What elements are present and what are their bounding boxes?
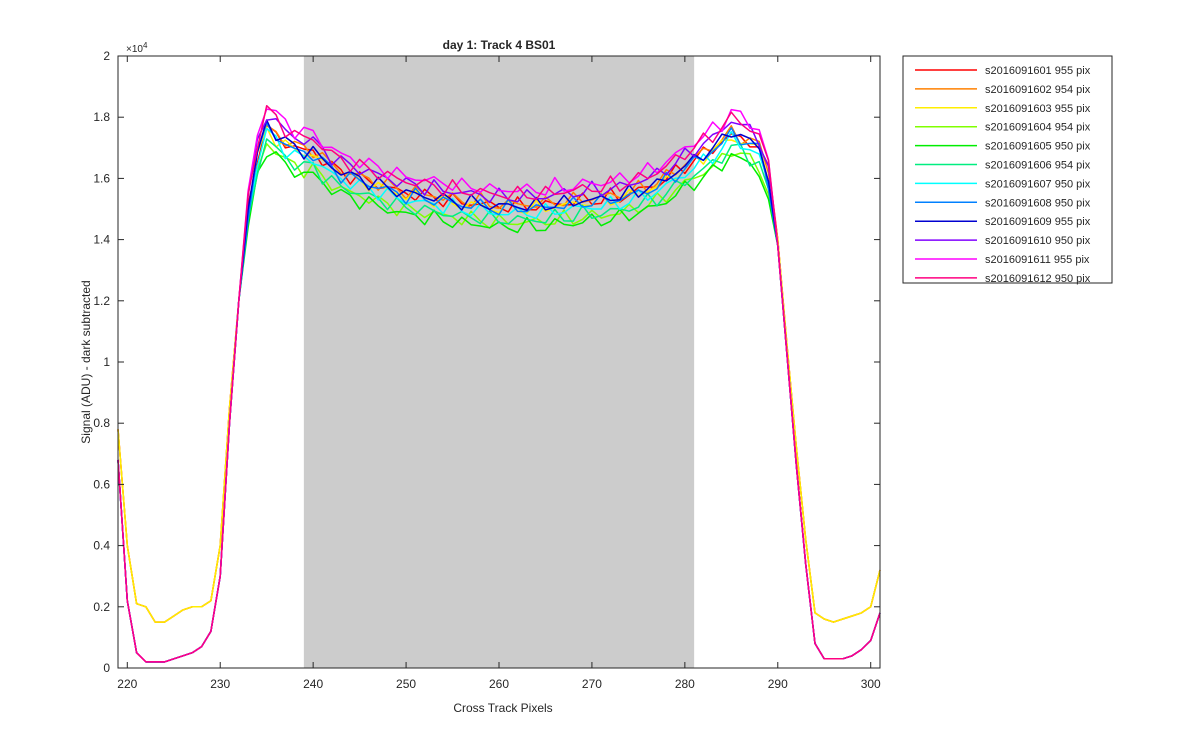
x-axis-label: Cross Track Pixels: [453, 701, 552, 715]
y-tick-label: 1.8: [93, 110, 110, 124]
chart-title: day 1: Track 4 BS01: [443, 38, 556, 52]
x-axis: 220 230 240 250 260 270 280 290 300: [117, 56, 881, 691]
y-exponent-base: ×10: [126, 44, 143, 55]
x-tick-label: 250: [396, 677, 416, 691]
legend-label: s2016091601 955 pix: [985, 65, 1091, 77]
series-line: [117, 104, 881, 663]
legend-label: s2016091607 950 pix: [985, 178, 1091, 190]
y-tick-label: 0.2: [93, 600, 110, 614]
y-axis: 0 0.2 0.4 0.6 0.8 1 1.2 1.4 1.6 1.8 2: [93, 49, 880, 675]
shaded-region: [303, 56, 695, 668]
x-tick-label: 240: [303, 677, 323, 691]
legend-label: s2016091611 955 pix: [985, 254, 1090, 266]
x-tick-label: 280: [675, 677, 695, 691]
y-axis-label: Signal (ADU) - dark subtracted: [79, 280, 93, 443]
y-tick-label: 0.6: [93, 477, 110, 491]
legend-label: s2016091603 955 pix: [985, 103, 1091, 115]
legend: s2016091601 955 pix s2016091602 954 pix s2…: [902, 55, 1113, 285]
x-tick-label: 270: [582, 677, 602, 691]
x-tick-label: 300: [861, 677, 881, 691]
legend-label: s2016091609 955 pix: [985, 216, 1091, 228]
legend-label: s2016091608 950 pix: [985, 197, 1091, 209]
legend-label: s2016091602 954 pix: [985, 84, 1091, 96]
x-tick-label: 260: [489, 677, 509, 691]
y-tick-label: 0.8: [93, 416, 110, 430]
y-exponent-power: 4: [143, 41, 148, 50]
y-tick-label: 1.6: [93, 171, 110, 185]
y-tick-label: 2: [103, 49, 110, 63]
legend-label: s2016091605 950 pix: [985, 141, 1091, 153]
y-tick-label: 0.4: [93, 539, 110, 553]
x-tick-label: 290: [768, 677, 788, 691]
series-lines: [117, 104, 881, 663]
y-tick-label: 1: [103, 355, 110, 369]
legend-box: [902, 55, 1113, 284]
legend-label: s2016091604 954 pix: [985, 122, 1091, 134]
y-exponent-label: ×104: [126, 41, 148, 55]
y-tick-label: 1.2: [93, 294, 110, 308]
legend-label: s2016091610 950 pix: [985, 235, 1091, 247]
x-tick-label: 220: [117, 677, 137, 691]
legend-label: s2016091606 954 pix: [985, 160, 1091, 172]
y-tick-label: 1.4: [93, 233, 110, 247]
series-line: [117, 119, 881, 663]
x-tick-label: 230: [210, 677, 230, 691]
legend-label: s2016091612 950 pix: [985, 273, 1091, 285]
y-tick-label: 0: [103, 661, 110, 675]
